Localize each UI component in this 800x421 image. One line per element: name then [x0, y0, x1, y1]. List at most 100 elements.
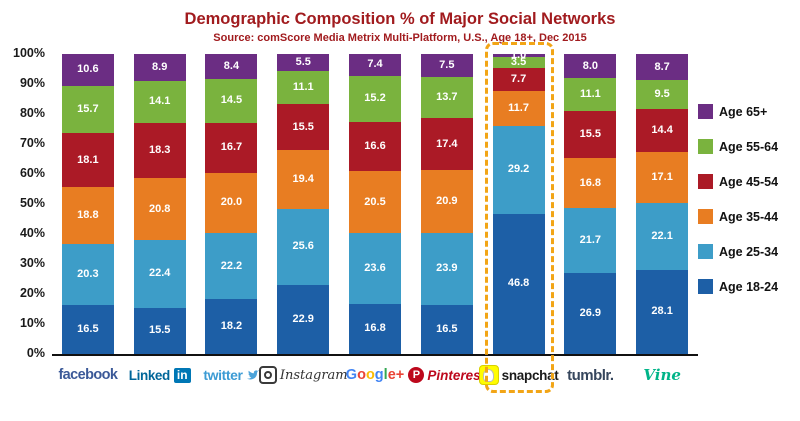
segment-facebook-age5564: 15.7: [61, 85, 114, 133]
x-label-twitter: twitter: [196, 367, 268, 383]
segment-snapchat-age65: 1.0: [492, 50, 545, 61]
segment-value-label: 9.5: [654, 88, 670, 101]
segment-value-label: 16.5: [77, 322, 99, 335]
chart-body: 100% 90% 80% 70% 60% 50% 40% 30% 20% 10% 0% 16.5 20…: [0, 42, 800, 394]
tumblr-logo: tumblr.: [567, 366, 614, 384]
segment-value-label: 17.4: [436, 137, 458, 150]
segment-google-age65: 7.4: [349, 53, 402, 76]
segment-pinterest-age3544: 20.9: [420, 170, 473, 233]
segment-google-age1824: 16.8: [349, 303, 402, 354]
segment-value-label: 26.9: [579, 307, 602, 320]
segment-snapchat-age1824: 46.8: [492, 213, 545, 354]
segment-value-label: 25.6: [292, 240, 314, 253]
y-axis-tick: 10%: [19, 316, 45, 330]
segment-snapchat-age2534: 29.2: [492, 126, 545, 214]
segment-value-label: 1.0: [510, 49, 527, 62]
bar-pinterest: 16.5 23.9 20.9 17.4 13.7 7.5: [411, 54, 483, 354]
legend-item-age3544: Age 35-44: [698, 209, 800, 224]
segment-linkedin-age2534: 22.4: [133, 240, 186, 308]
segment-facebook-age3544: 18.8: [61, 187, 114, 244]
segment-value-label: 46.8: [507, 277, 530, 290]
segment-value-label: 16.7: [220, 141, 243, 154]
segment-instagram-age3544: 19.4: [277, 150, 330, 209]
segment-instagram-age65: 5.5: [277, 54, 330, 71]
legend-label: Age 65+: [719, 104, 768, 119]
bar-google: 16.8 23.6 20.5 16.6 15.2 7.4: [339, 53, 411, 354]
plot-column: 16.5 20.3 18.8 18.1 15.7 10.6 15.5 22.4 20.8 18.3…: [52, 42, 698, 394]
legend-item-age65: Age 65+: [698, 104, 800, 119]
segment-vine-age4554: 14.4: [636, 108, 689, 153]
legend-swatch: [698, 139, 713, 154]
segment-facebook-age2534: 20.3: [61, 243, 114, 305]
segment-value-label: 15.5: [292, 120, 314, 133]
x-label-tumblr: tumblr.: [554, 367, 626, 384]
y-axis-tick: 0%: [26, 346, 45, 360]
snapchat-logo: snapchat: [501, 367, 559, 383]
segment-google-age3544: 20.5: [349, 171, 402, 233]
segment-instagram-age4554: 15.5: [277, 103, 330, 151]
instagram-camera-icon: [258, 366, 277, 384]
segment-value-label: 15.5: [579, 128, 602, 141]
segment-linkedin-age3544: 20.8: [133, 177, 186, 241]
segment-value-label: 11.1: [579, 88, 601, 101]
facebook-logo: facebook: [58, 367, 118, 383]
segment-google-age5564: 15.2: [349, 75, 402, 122]
legend-label: Age 45-54: [719, 174, 779, 189]
segment-twitter-age2534: 22.2: [205, 232, 258, 300]
legend-swatch: [698, 279, 713, 294]
segment-value-label: 7.5: [439, 59, 455, 72]
segment-linkedin-age65: 8.9: [133, 54, 186, 81]
segment-value-label: 18.3: [148, 143, 171, 156]
segment-value-label: 14.5: [220, 94, 243, 107]
y-axis-tick: 50%: [19, 196, 45, 210]
segment-linkedin-age4554: 18.3: [133, 123, 186, 178]
y-axis-tick: 20%: [19, 286, 45, 300]
segment-snapchat-age3544: 11.7: [492, 90, 545, 127]
plot-area: 16.5 20.3 18.8 18.1 15.7 10.6 15.5 22.4 20.8 18.3…: [52, 50, 698, 356]
y-axis-tick: 60%: [19, 166, 45, 180]
legend-swatch: [698, 244, 713, 259]
segment-tumblr-age3544: 16.8: [564, 157, 617, 209]
chart-title: Demographic Composition % of Major Socia…: [184, 10, 616, 28]
segment-pinterest-age1824: 16.5: [420, 304, 473, 354]
snapchat-ghost-icon: [478, 365, 499, 385]
legend-swatch: [698, 209, 713, 224]
x-label-pinterest: P Pinterest: [408, 367, 486, 383]
segment-value-label: 7.4: [367, 58, 383, 71]
segment-value-label: 15.2: [364, 92, 386, 105]
twitter-logo: twitter: [203, 367, 243, 383]
segment-instagram-age5564: 11.1: [277, 70, 330, 104]
segment-twitter-age3544: 20.0: [205, 172, 258, 233]
segment-google-age2534: 23.6: [349, 232, 402, 304]
segment-snapchat-age4554: 7.7: [492, 67, 545, 91]
segment-value-label: 29.2: [507, 163, 530, 176]
segment-vine-age1824: 28.1: [636, 269, 689, 354]
segment-vine-age65: 8.7: [636, 54, 689, 81]
linkedin-logo: Linked: [128, 367, 171, 383]
segment-twitter-age4554: 16.7: [205, 122, 258, 173]
y-axis-tick: 40%: [19, 226, 45, 240]
segment-facebook-age65: 10.6: [61, 54, 114, 86]
segment-pinterest-age4554: 17.4: [420, 117, 473, 171]
y-axis-tick: 70%: [19, 136, 45, 150]
x-label-snapchat: snapchat: [478, 365, 559, 385]
segment-value-label: 16.5: [436, 322, 458, 335]
segment-value-label: 14.1: [148, 95, 171, 108]
legend-label: Age 18-24: [719, 279, 779, 294]
segment-value-label: 21.7: [579, 234, 602, 247]
legend: Age 65+ Age 55-64 Age 45-54 Age 35-44 Age 25…: [698, 54, 800, 394]
segment-value-label: 8.0: [582, 59, 598, 72]
pinterest-logo: Pinterest: [427, 367, 486, 383]
legend-label: Age 35-44: [719, 209, 779, 224]
segment-vine-age2534: 22.1: [636, 203, 689, 270]
segment-pinterest-age65: 7.5: [420, 54, 473, 77]
segment-value-label: 20.3: [77, 267, 99, 280]
segment-value-label: 22.4: [148, 267, 171, 280]
x-label-linkedin: Linked in: [124, 367, 196, 383]
segment-facebook-age4554: 18.1: [61, 132, 114, 188]
segment-pinterest-age2534: 23.9: [420, 232, 473, 305]
bar-linkedin: 15.5 22.4 20.8 18.3 14.1 8.9: [124, 54, 196, 354]
segment-value-label: 20.5: [364, 195, 386, 208]
legend-label: Age 55-64: [719, 139, 779, 154]
